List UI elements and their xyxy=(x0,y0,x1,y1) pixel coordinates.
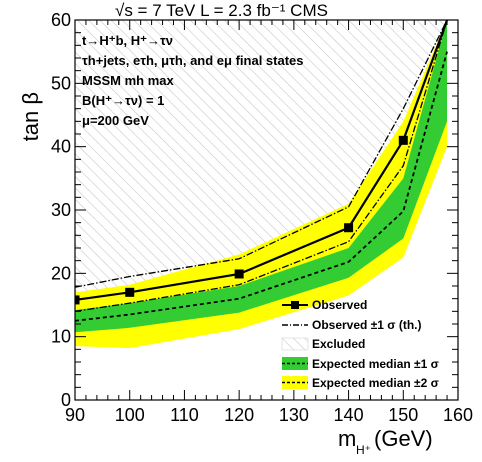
legend-observed-th-label: Observed ±1 σ (th.) xyxy=(312,318,421,332)
legend-observed: Observed xyxy=(282,298,367,312)
x-axis-label-main: m xyxy=(338,426,356,451)
x-tick-label: 110 xyxy=(170,405,199,425)
y-tick-label: 40 xyxy=(51,137,71,157)
legend-expected-1sigma: Expected median ±1 σ xyxy=(282,357,439,371)
y-tick-label: 50 xyxy=(51,73,71,93)
x-tick-label: 100 xyxy=(115,405,145,425)
legend-observed-label: Observed xyxy=(312,298,367,312)
observed-th-lower-line xyxy=(75,20,448,312)
annotation-5: μ=200 GeV xyxy=(82,113,149,128)
x-tick-label: 120 xyxy=(224,405,254,425)
y-tick-label: 10 xyxy=(51,327,71,347)
legend-expected-2sigma-label: Expected median ±2 σ xyxy=(312,376,439,390)
observed-point xyxy=(398,135,408,145)
legend-observed-th: Observed ±1 σ (th.) xyxy=(282,318,421,332)
plot-area xyxy=(75,20,449,349)
excluded-region xyxy=(75,20,448,300)
y-tick-label: 60 xyxy=(51,10,71,30)
y-tick-label: 0 xyxy=(61,390,71,410)
observed-line xyxy=(75,20,449,302)
legend-excluded: Excluded xyxy=(281,337,365,351)
observed-point xyxy=(125,287,135,297)
observed-point xyxy=(344,223,354,233)
annotation-3: MSSM mh max xyxy=(82,73,175,88)
legend-expected-2sigma: Expected median ±2 σ xyxy=(282,376,439,390)
annotation-1: t→H⁺b, H⁺→τν xyxy=(82,33,173,48)
x-tick-label: 160 xyxy=(443,405,473,425)
y-tick-label: 30 xyxy=(51,200,71,220)
expected-median-line xyxy=(75,51,448,322)
top-label: √s = 7 TeV L = 2.3 fb⁻¹ CMS xyxy=(115,1,328,20)
x-tick-label: 90 xyxy=(65,405,85,425)
expected-1sigma-band xyxy=(75,20,448,333)
legend-excluded-label: Excluded xyxy=(312,337,365,351)
annotation-2: τh+jets, eτh, μτh, and eμ final states xyxy=(82,53,304,68)
x-axis-label: m H⁺ (GeV) xyxy=(338,426,433,457)
observed-point xyxy=(234,269,244,279)
y-axis-label: tan β xyxy=(18,92,43,141)
legend-expected-1sigma-label: Expected median ±1 σ xyxy=(312,357,439,371)
x-axis-label-unit: (GeV) xyxy=(374,426,433,451)
y-tick-label: 20 xyxy=(51,263,71,283)
annotation-block: t→H⁺b, H⁺→τν τh+jets, eτh, μτh, and eμ f… xyxy=(82,33,304,128)
observed-th-upper-line xyxy=(75,20,448,288)
legend: Observed Observed ±1 σ (th.) Excluded Ex… xyxy=(281,298,439,390)
observed-point xyxy=(75,295,80,305)
annotation-4: B(H⁺→τν) = 1 xyxy=(82,93,164,108)
x-tick-label: 130 xyxy=(279,405,309,425)
x-tick-label: 150 xyxy=(388,405,418,425)
x-axis-label-sub: H⁺ xyxy=(356,443,371,457)
x-tick-label: 140 xyxy=(334,405,364,425)
axis-ticks xyxy=(74,19,459,401)
